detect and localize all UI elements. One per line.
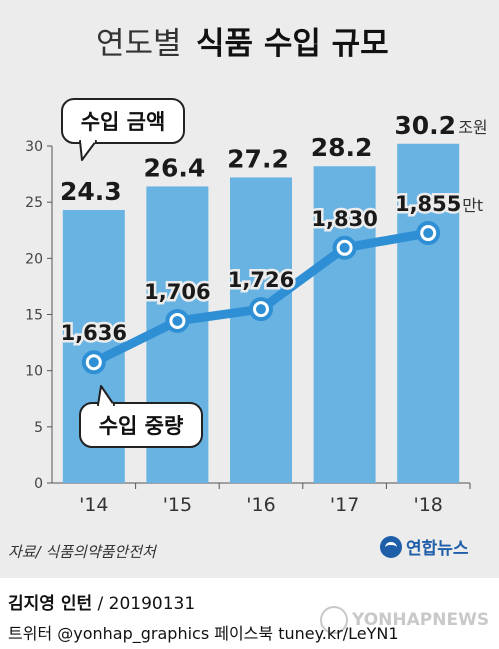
credit-author: 김지영 인턴 [8,594,93,614]
bar-value-label: 28.2 [311,133,373,162]
source-note: 자료/ 식품의약품안전처 [8,543,156,561]
watermark-circle-icon [320,606,348,634]
bar-value-label: 27.2 [227,144,289,173]
x-tick-label: '16 [246,494,275,516]
bar-value-label: 30.2 [394,111,456,140]
legend-weight-box [79,402,203,448]
credit-line: 김지영 인턴 / 20190131 [8,589,195,614]
weight-point-center [339,242,350,253]
title-regular: 연도별 [96,26,182,62]
y-tick-label: 15 [25,308,43,324]
y-tick-label: 5 [34,420,43,436]
y-tick-label: 10 [25,364,43,380]
social-links: 트위터 @yonhap_graphics 페이스북 tuney.kr/LeYN1 [8,624,399,643]
weight-point-center [256,304,266,315]
bar-unit-label: 조원 [458,118,487,137]
yonhap-logo-icon [380,535,402,558]
credit-date: / 20190131 [92,594,196,614]
x-tick-label: '17 [330,494,359,516]
weight-value-label: 1,830 [311,207,377,231]
y-tick-label: 0 [34,476,43,492]
legend-amount-tail [79,140,97,161]
chart: 0 5 10 15 20 25 30 '14 '15 '16 '17 '18 24.3 26.4 27.2… [25,98,488,516]
watermark: YONHAPNEWS [320,606,489,634]
weight-unit-label: 만t [462,196,483,215]
bar [230,177,292,483]
weight-value-label: 1,636 [61,321,127,345]
bar-value-label: 24.3 [60,177,122,206]
weight-value-label: 1,706 [144,280,210,304]
weight-point-center [88,357,99,368]
legend-amount-box [61,98,185,144]
x-tick-label: '15 [163,494,192,516]
bar [397,143,460,483]
bar-value-label: 26.4 [144,153,206,182]
y-tick-label: 20 [25,251,43,267]
title-bold: 식품 수입 규모 [196,26,389,62]
x-tick-label: '14 [79,494,108,516]
y-tick-label: 30 [25,139,43,155]
x-tick-label: '18 [413,494,442,516]
weight-point-center [172,315,183,326]
legend-weight-text: 수입 중량 [99,414,184,438]
weight-point-center [423,228,434,239]
yonhap-logo: 연합뉴스 [380,534,469,559]
weight-value-label: 1,726 [228,268,294,292]
watermark-text: YONHAPNEWS [352,610,490,630]
logo-text: 연합뉴스 [406,539,469,559]
legend-amount-text: 수입 금액 [81,110,166,134]
weight-value-label: 1,855 [395,192,461,216]
y-tick-label: 25 [25,195,43,211]
bar [313,166,376,483]
